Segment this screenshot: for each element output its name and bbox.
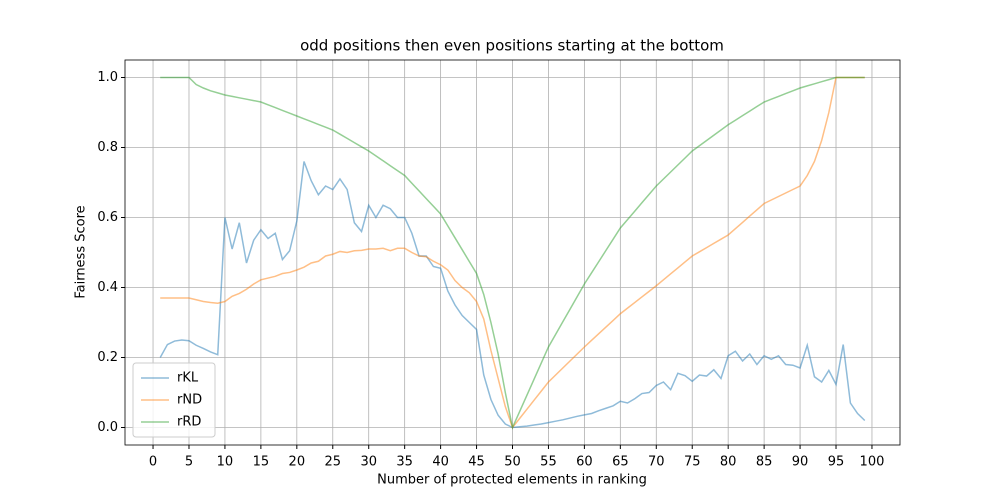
legend-box [132,362,216,438]
legend-label: rND [177,393,202,408]
x-tick-label: 30 [360,455,377,470]
y-tick-label: 0.4 [97,280,118,295]
x-tick-label: 55 [540,455,557,470]
x-tick-label: 20 [289,455,306,470]
x-axis-label: Number of protected elements in ranking [377,473,647,488]
x-tick-label: 40 [432,455,449,470]
x-tick-label: 85 [756,455,773,470]
x-tick-label: 100 [860,455,885,470]
y-tick-label: 1.0 [97,70,118,85]
legend-label: rRD [177,415,201,430]
x-tick-label: 50 [504,455,521,470]
plot-frame [124,59,901,446]
x-tick-label: 0 [149,455,157,470]
x-tick-label: 65 [612,455,629,470]
x-tick-label: 45 [468,455,485,470]
y-tick-label: 0.0 [97,420,118,435]
y-tick-label: 0.8 [97,140,118,155]
x-tick-label: 15 [253,455,270,470]
line-series [160,76,865,430]
x-tick-label: 70 [648,455,665,470]
chart-title: odd positions then even positions starti… [300,37,724,55]
x-tick-label: 90 [792,455,809,470]
x-tick-label: 60 [576,455,593,470]
legend-label: rKL [177,371,199,386]
x-tick-label: 35 [396,455,413,470]
x-tick-label: 25 [324,455,341,470]
x-tick-label: 10 [217,455,234,470]
x-tick-label: 80 [720,455,737,470]
y-axis-label: Fairness Score [74,205,89,298]
x-tick-label: 95 [828,455,845,470]
x-tick-label: 5 [185,455,193,470]
x-tick-label: 75 [684,455,701,470]
y-tick-label: 0.2 [97,350,118,365]
legend: rKL rND rRD [132,362,216,438]
y-tick-label: 0.6 [97,210,118,225]
